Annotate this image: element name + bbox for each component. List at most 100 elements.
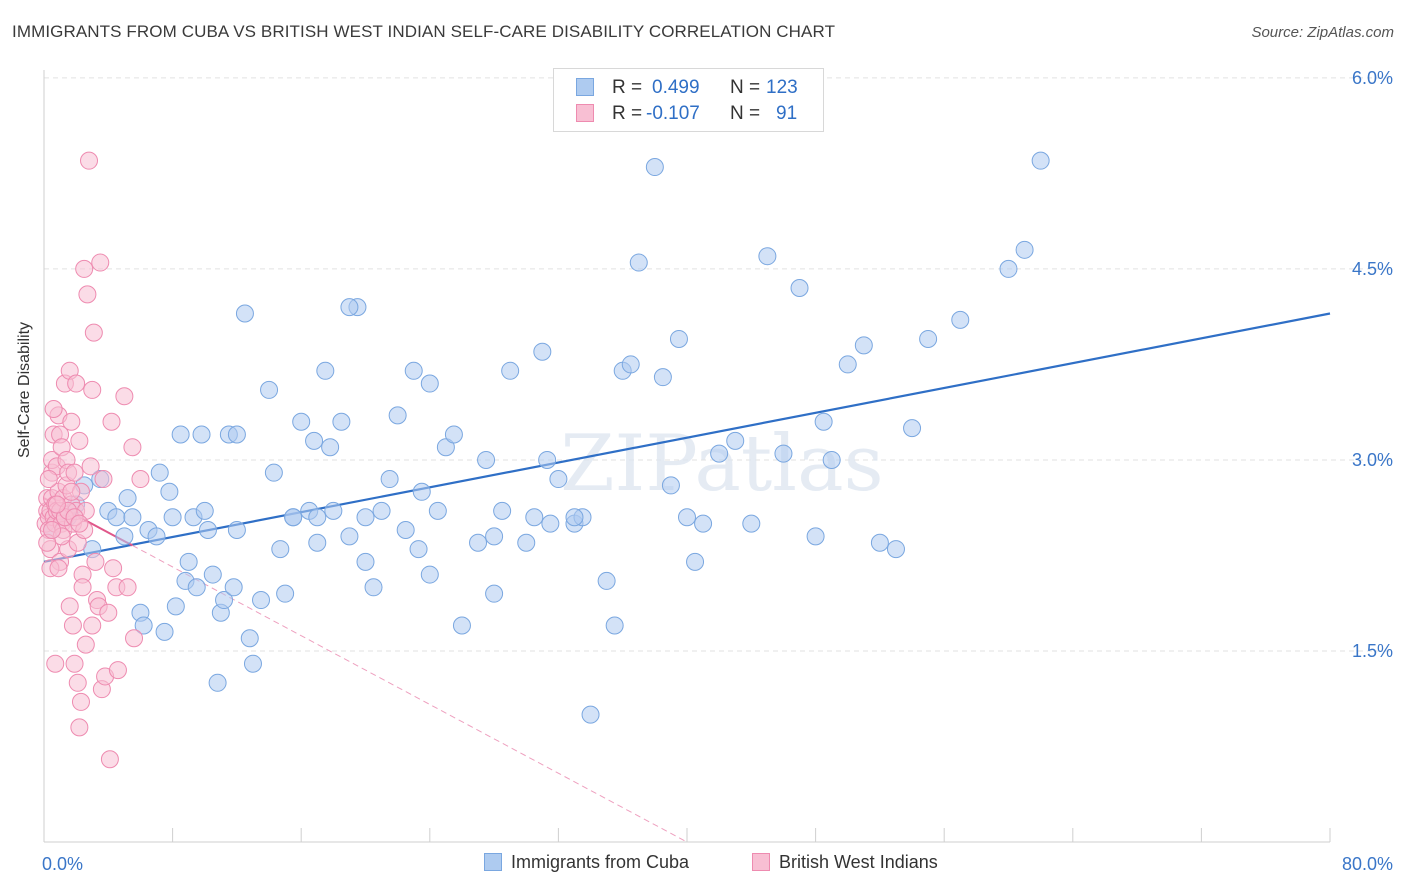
point-bwi [99,603,118,622]
legend-label-cuba: Immigrants from Cuba [511,852,690,872]
point-cuba [452,616,471,635]
point-cuba [412,482,431,501]
point-cuba [150,463,169,482]
point-bwi [62,482,81,501]
point-cuba [653,368,672,387]
point-bwi [125,629,144,648]
point-cuba [340,527,359,546]
point-cuba [469,533,488,552]
point-cuba [886,540,905,559]
point-bwi [81,457,100,476]
point-cuba [332,412,351,431]
point-cuba [215,591,234,610]
point-cuba [356,552,375,571]
point-cuba [240,629,259,648]
point-cuba [477,450,496,469]
point-cuba [160,482,179,501]
point-cuba [252,591,271,610]
point-bwi [86,552,105,571]
point-cuba [501,361,520,380]
point-cuba [264,463,283,482]
point-bwi [131,470,150,489]
point-cuba [822,450,841,469]
point-cuba [134,616,153,635]
point-bwi [104,559,123,578]
point-bwi [65,654,84,673]
point-cuba [316,361,335,380]
point-bwi [76,635,95,654]
point-cuba [284,508,303,527]
x-tick-label: 0.0% [42,854,83,874]
point-cuba [1015,240,1034,259]
point-bwi [63,616,82,635]
point-cuba [192,425,211,444]
point-cuba [260,380,279,399]
point-cuba [541,514,560,533]
point-cuba [790,279,809,298]
point-bwi [71,692,90,711]
point-cuba [123,508,142,527]
point-cuba [271,540,290,559]
point-cuba [203,565,222,584]
point-bwi [83,616,102,635]
point-bwi [39,470,58,489]
legend-item-bwi: British West Indians [752,852,938,873]
legend-n-label: N = [730,103,761,124]
point-cuba [243,654,262,673]
x-tick-label: 80.0% [1342,854,1393,874]
point-cuba [525,508,544,527]
point-cuba [420,374,439,393]
point-cuba [308,533,327,552]
point-cuba [171,425,190,444]
point-bwi [47,495,66,514]
legend-n-label: N = [730,77,761,98]
point-cuba [179,552,198,571]
point-cuba [629,253,648,272]
point-cuba [758,247,777,266]
trend-line-bwi-dashed [132,544,688,843]
point-bwi [123,438,142,457]
point-bwi [94,470,113,489]
point-bwi [118,578,137,597]
point-bwi [80,151,99,170]
point-cuba [420,565,439,584]
point-bwi [44,400,63,419]
trend-line-cuba [43,312,1331,563]
point-cuba [155,622,174,641]
point-cuba [605,616,624,635]
y-tick-label: 1.5% [1352,641,1393,661]
point-bwi [70,514,89,533]
point-cuba [115,527,134,546]
point-bwi [75,259,94,278]
tick-labels: 1.5% 3.0% 4.5% 6.0% 0.0% 80.0% [42,68,1393,874]
point-cuba [694,514,713,533]
point-cuba [999,259,1018,278]
point-bwi [91,253,110,272]
point-cuba [195,501,214,520]
point-bwi [49,559,68,578]
point-cuba [436,438,455,457]
point-bwi [84,323,103,342]
point-cuba [533,342,552,361]
point-cuba [166,597,185,616]
point-bwi [65,463,84,482]
point-cuba [324,501,343,520]
y-axis-label: Self-Care Disability [16,321,33,458]
chart-title: IMMIGRANTS FROM CUBA VS BRITISH WEST IND… [12,22,836,41]
point-bwi [78,285,97,304]
point-cuba [340,298,359,317]
stats-legend: R = 0.499 N = 123 R = -0.107 N = 91 [553,68,824,132]
point-cuba [517,533,536,552]
point-cuba [147,527,166,546]
point-cuba [224,578,243,597]
point-cuba [686,552,705,571]
point-cuba [597,571,616,590]
point-bwi [115,387,134,406]
point-cuba [485,584,504,603]
y-tick-label: 6.0% [1352,68,1393,88]
legend-label-bwi: British West Indians [779,852,938,872]
y-tick-label: 4.5% [1352,259,1393,279]
point-cuba [710,444,729,463]
y-tick-label: 3.0% [1352,450,1393,470]
